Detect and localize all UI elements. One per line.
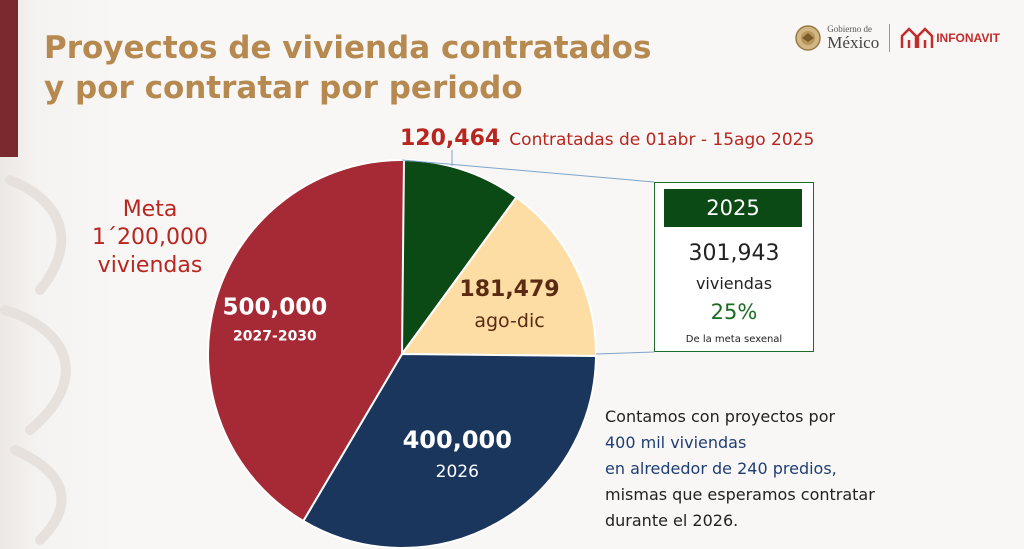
title-line-2: y por contratar por periodo <box>44 70 523 106</box>
callout-note: De la meta sexenal <box>685 334 783 345</box>
meta-line-3: viviendas <box>97 253 203 278</box>
note-line-3: en alrededor de 240 predios, <box>605 459 837 478</box>
infonavit-logo: INFONAVIT <box>900 26 1000 50</box>
slice-sublabel-2: 2026 <box>436 462 479 482</box>
slice-label-1: 181,479 <box>459 277 559 302</box>
callout-year: 2025 <box>664 189 802 227</box>
infonavit-text: INFONAVIT <box>936 31 1000 45</box>
pie-slice-2 <box>301 352 598 549</box>
slice-sublabel-3: 2027-2030 <box>233 329 317 345</box>
callout-percent: 25% <box>710 300 758 324</box>
houses-icon <box>900 27 934 48</box>
year-callout-box: 2025 301,943 viviendas 25% De la meta se… <box>654 182 814 352</box>
callout-connector-0 <box>401 159 655 183</box>
meta-label: Meta 1´200,000 viviendas <box>60 196 240 280</box>
slice-label-3: 500,000 <box>223 295 328 321</box>
meta-line-2: 1´200,000 <box>92 225 208 250</box>
slice-label-2: 400,000 <box>403 426 512 454</box>
note-line-5: durante el 2026. <box>605 511 739 530</box>
slice-sublabel-1: ago-dic <box>474 310 544 332</box>
contracted-number: 120,464 <box>400 126 501 151</box>
note-line-2: 400 mil viviendas <box>605 433 747 452</box>
title-line-1: Proyectos de vivienda contratados <box>44 30 652 66</box>
callout-unit: viviendas <box>695 274 773 293</box>
meta-line-1: Meta <box>122 197 178 222</box>
eagle-seal-icon <box>795 25 822 51</box>
logos: Gobierno de México INFONAVIT <box>794 20 1000 56</box>
note-line-1: Contamos con proyectos por <box>605 407 836 426</box>
decorative-pattern <box>0 175 71 545</box>
contracted-text: Contratadas de 01abr - 15ago 2025 <box>509 130 815 150</box>
accent-bar <box>0 0 18 157</box>
callout-number: 301,943 <box>688 241 780 266</box>
pie-slice-3 <box>207 159 405 523</box>
projects-note: Contamos con proyectos por 400 mil vivie… <box>605 404 875 534</box>
gobierno-small-text: Gobierno de <box>827 24 873 34</box>
gobierno-logo: Gobierno de México <box>794 24 879 52</box>
note-line-4: mismas que esperamos contratar <box>605 485 875 504</box>
page-title: Proyectos de vivienda contratados y por … <box>44 28 651 108</box>
logo-separator <box>889 24 891 52</box>
callout-connector-1 <box>595 351 655 355</box>
contracted-annotation: 120,464 Contratadas de 01abr - 15ago 202… <box>400 126 814 151</box>
pie-slice-1 <box>400 195 597 357</box>
gobierno-big-text: México <box>827 33 880 52</box>
